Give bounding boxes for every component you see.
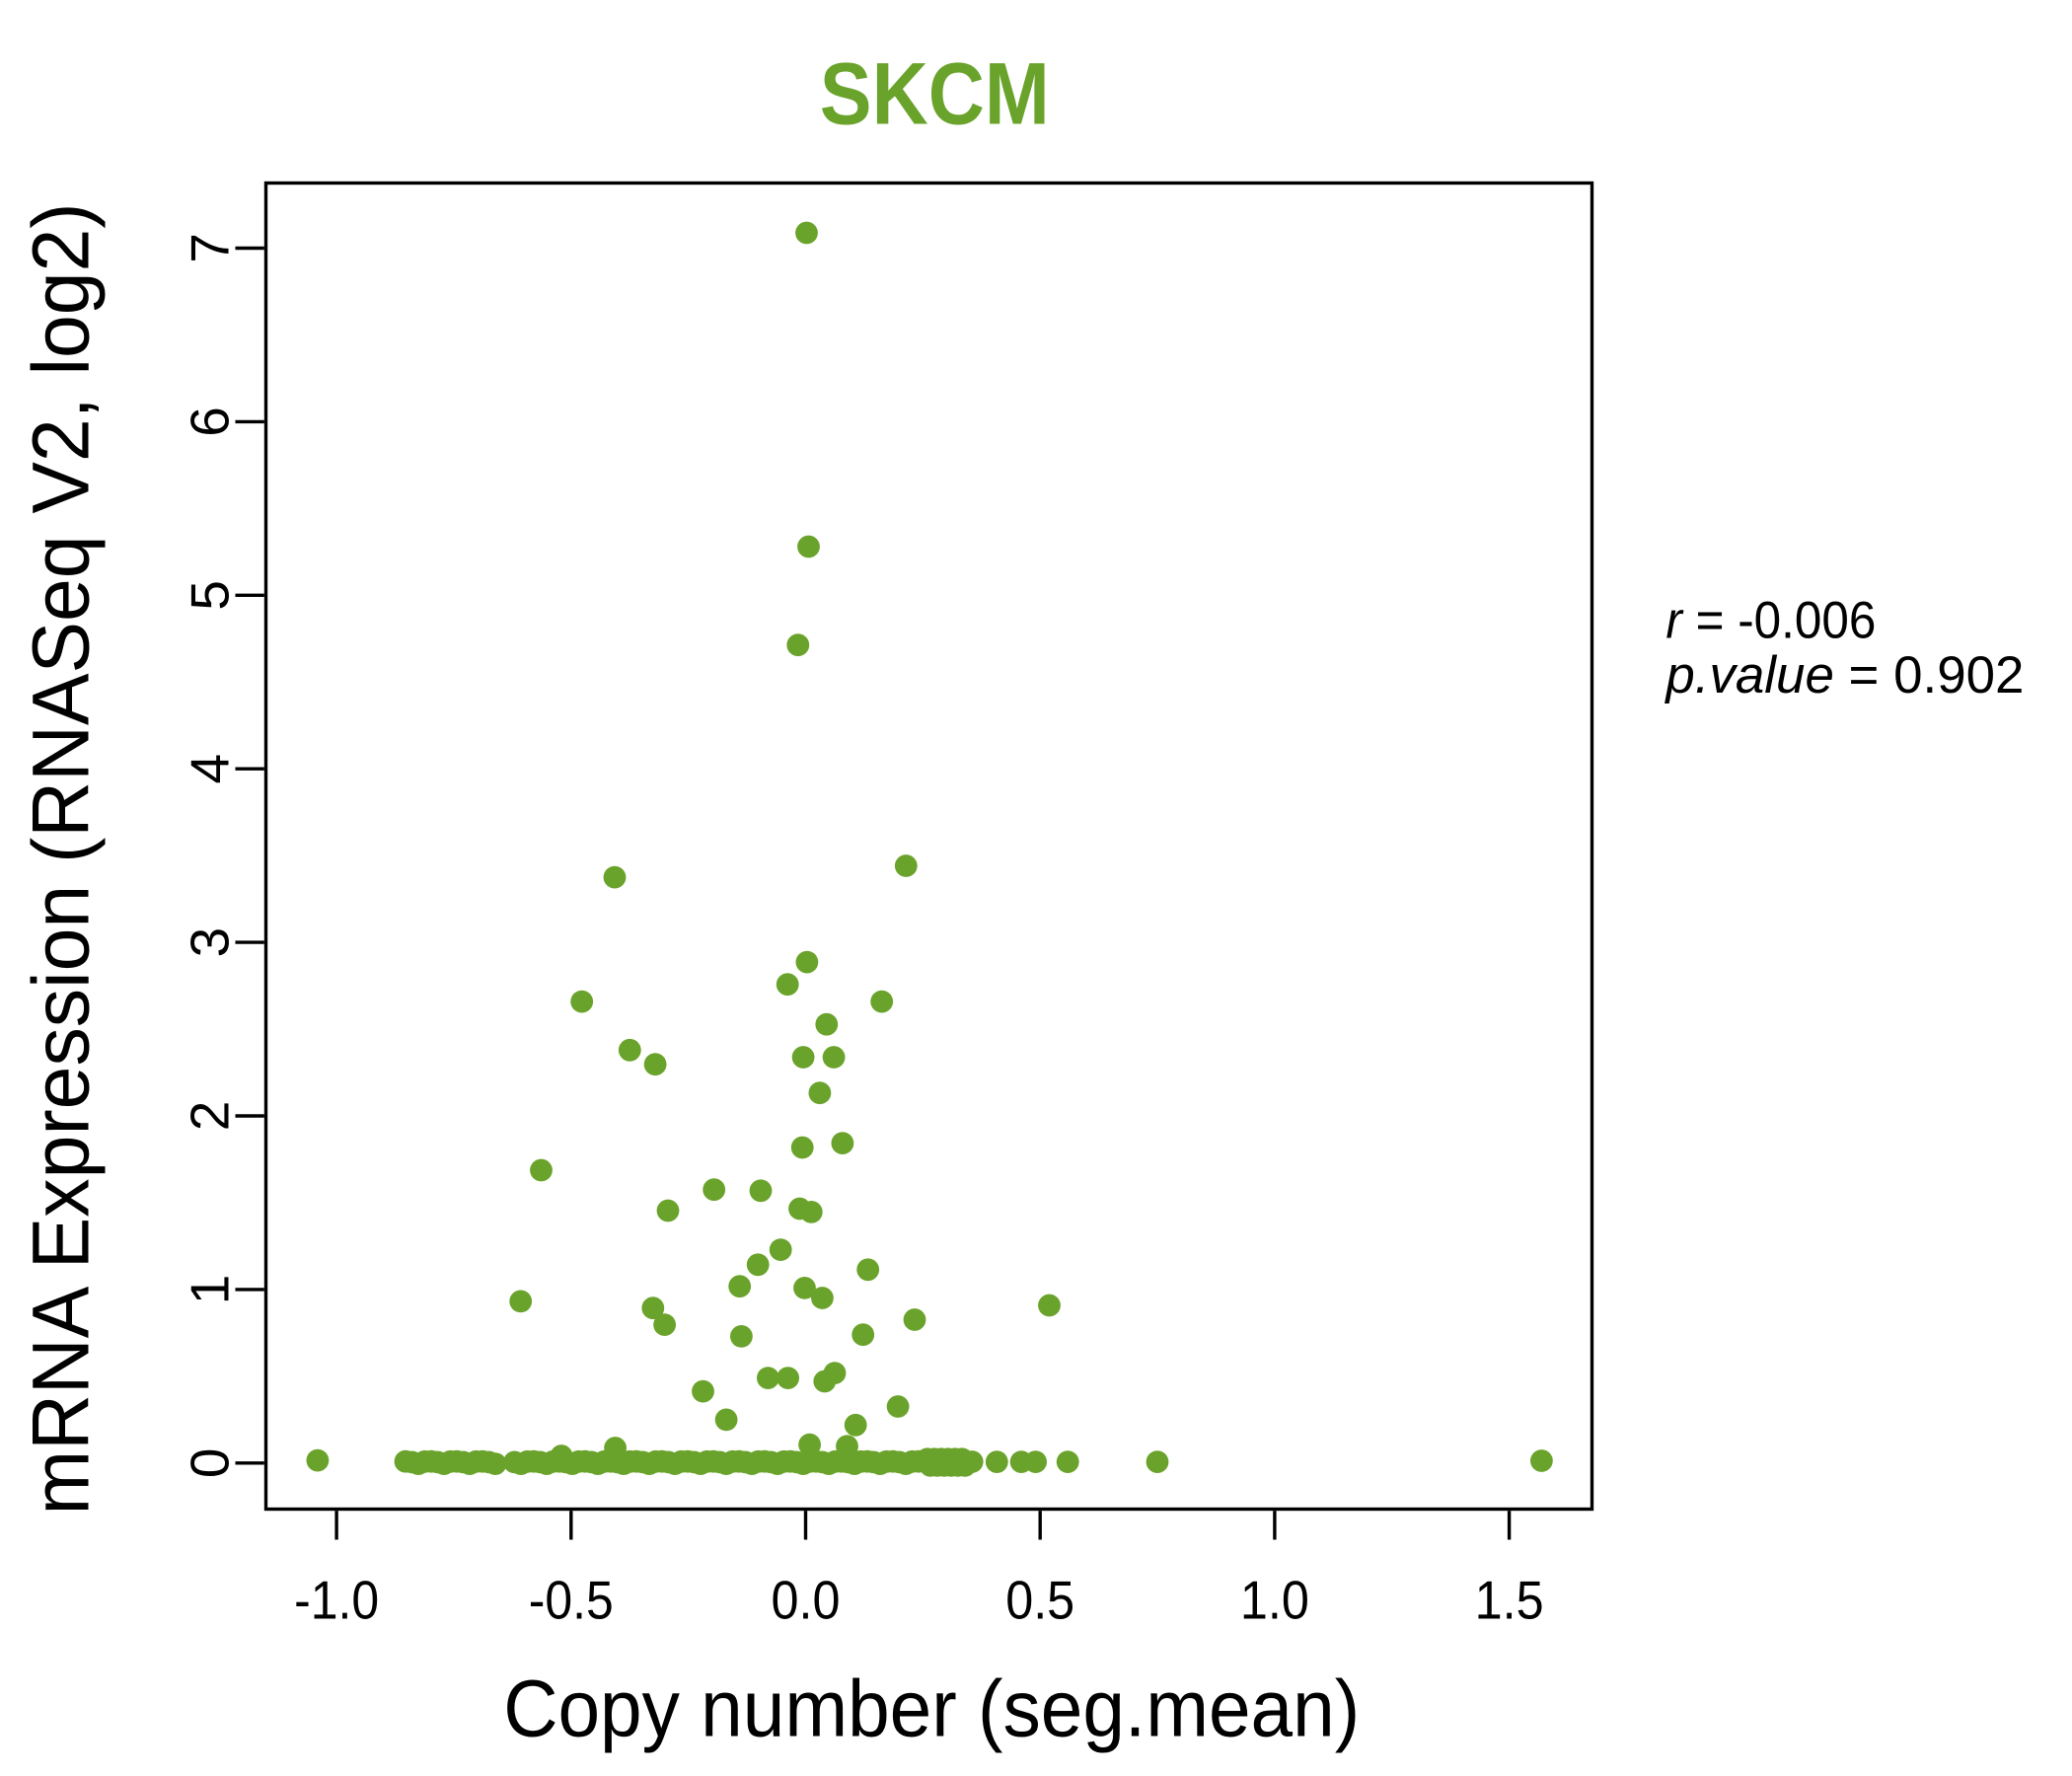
svg-text:-0.5: -0.5 — [529, 1569, 614, 1630]
svg-text:6: 6 — [180, 407, 241, 437]
svg-text:1: 1 — [180, 1275, 241, 1305]
svg-text:3: 3 — [180, 927, 241, 958]
svg-text:7: 7 — [180, 233, 241, 263]
svg-text:r = -0.006: r = -0.006 — [1665, 592, 1876, 650]
svg-text:2: 2 — [180, 1101, 241, 1132]
svg-text:Copy number (seg.mean): Copy number (seg.mean) — [503, 1665, 1360, 1754]
svg-text:4: 4 — [180, 754, 241, 784]
svg-text:1.5: 1.5 — [1475, 1569, 1544, 1630]
svg-text:-1.0: -1.0 — [294, 1569, 379, 1630]
svg-text:0.0: 0.0 — [772, 1569, 841, 1630]
svg-text:0: 0 — [180, 1448, 241, 1479]
svg-text:mRNA Expression (RNASeq V2, lo: mRNA Expression (RNASeq V2, log2) — [16, 203, 106, 1516]
svg-text:0.5: 0.5 — [1005, 1569, 1074, 1630]
svg-text:5: 5 — [180, 580, 241, 611]
svg-text:SKCM: SKCM — [820, 43, 1050, 142]
svg-text:1.0: 1.0 — [1240, 1569, 1309, 1630]
svg-text:p.value = 0.902: p.value = 0.902 — [1664, 646, 2024, 704]
